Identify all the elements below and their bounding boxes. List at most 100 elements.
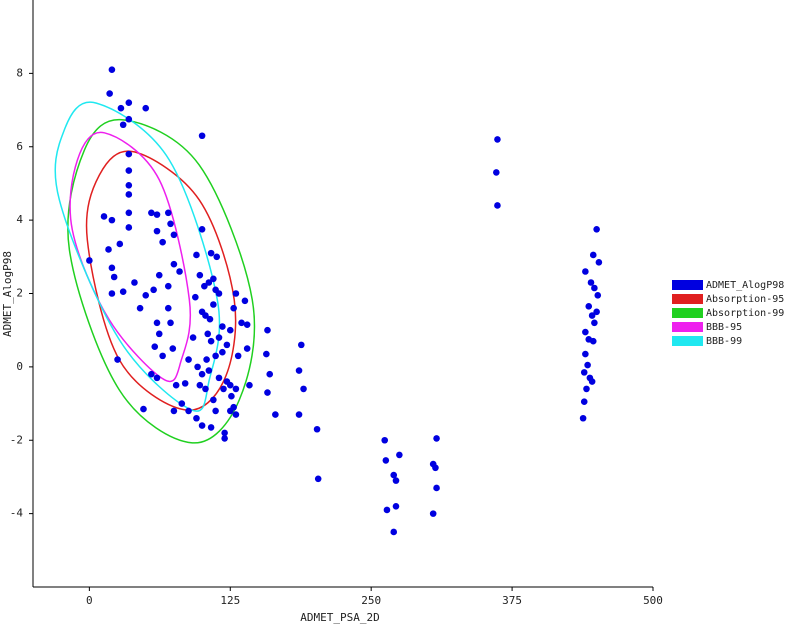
y-tick-label: -4 bbox=[10, 507, 24, 520]
data-point bbox=[584, 361, 591, 369]
data-point bbox=[207, 337, 215, 345]
data-point bbox=[219, 323, 226, 330]
data-point bbox=[136, 304, 144, 312]
data-point bbox=[198, 225, 206, 233]
data-point bbox=[228, 392, 235, 400]
x-tick-label: 125 bbox=[220, 594, 240, 607]
data-point bbox=[390, 528, 398, 536]
data-point bbox=[142, 104, 150, 112]
data-point bbox=[172, 381, 180, 389]
x-tick-label: 500 bbox=[643, 594, 663, 607]
data-point bbox=[125, 150, 133, 158]
data-point bbox=[185, 356, 192, 363]
data-point bbox=[580, 398, 588, 406]
data-point bbox=[153, 319, 161, 327]
data-point bbox=[314, 475, 322, 483]
data-point bbox=[142, 292, 150, 299]
data-point bbox=[396, 451, 403, 459]
data-point bbox=[164, 282, 172, 290]
data-point bbox=[125, 115, 133, 123]
data-point bbox=[204, 330, 212, 338]
confidence-ellipse bbox=[69, 131, 191, 383]
data-point bbox=[125, 167, 133, 174]
data-point bbox=[178, 400, 186, 407]
data-point bbox=[591, 319, 598, 327]
data-point bbox=[272, 411, 279, 418]
data-point bbox=[215, 334, 223, 341]
data-point bbox=[595, 259, 603, 266]
data-point bbox=[230, 304, 237, 312]
data-point bbox=[429, 510, 437, 517]
data-point bbox=[210, 275, 217, 283]
data-point bbox=[591, 284, 598, 292]
data-point bbox=[205, 367, 213, 374]
data-point bbox=[381, 436, 389, 444]
data-point bbox=[300, 385, 307, 393]
data-point bbox=[110, 273, 118, 281]
x-tick-label: 0 bbox=[86, 594, 93, 607]
data-point bbox=[582, 268, 589, 275]
y-tick-label: 8 bbox=[16, 66, 23, 79]
legend-label: BBB-99 bbox=[706, 336, 742, 347]
data-point bbox=[198, 422, 206, 429]
y-tick-label: 4 bbox=[16, 213, 23, 226]
data-point bbox=[196, 381, 204, 389]
data-point bbox=[243, 321, 251, 328]
data-point bbox=[114, 356, 121, 363]
legend-swatch bbox=[672, 280, 703, 290]
data-point bbox=[153, 374, 161, 382]
data-point bbox=[588, 312, 596, 319]
data-point bbox=[494, 136, 501, 143]
data-point bbox=[295, 411, 303, 418]
data-point bbox=[170, 407, 178, 415]
data-point bbox=[243, 345, 251, 352]
data-point bbox=[198, 132, 206, 140]
data-point bbox=[313, 425, 321, 433]
data-point bbox=[594, 292, 602, 299]
y-axis-label: ADMET_AlogP98 bbox=[1, 251, 14, 337]
data-point bbox=[116, 240, 124, 248]
data-point bbox=[181, 380, 189, 387]
data-point bbox=[131, 279, 138, 286]
data-point bbox=[119, 121, 127, 129]
data-point bbox=[221, 435, 228, 442]
legend-label: Absorption-99 bbox=[706, 308, 784, 319]
data-point bbox=[382, 457, 390, 464]
data-point bbox=[106, 90, 113, 97]
data-point bbox=[167, 220, 174, 228]
data-point bbox=[210, 301, 217, 308]
data-point bbox=[125, 181, 133, 189]
data-point bbox=[215, 374, 223, 382]
data-point bbox=[148, 209, 155, 217]
data-point bbox=[585, 303, 593, 310]
data-point bbox=[108, 216, 116, 224]
data-point bbox=[593, 225, 600, 233]
data-point bbox=[221, 429, 228, 437]
data-point bbox=[170, 260, 178, 268]
data-point bbox=[194, 363, 201, 371]
data-point bbox=[207, 424, 215, 431]
data-point bbox=[203, 356, 210, 363]
data-point bbox=[196, 271, 204, 279]
data-point bbox=[108, 264, 116, 272]
data-point bbox=[297, 341, 305, 349]
data-point bbox=[164, 209, 172, 217]
data-point bbox=[151, 343, 159, 350]
data-point bbox=[432, 464, 439, 472]
data-point bbox=[494, 202, 501, 209]
data-point bbox=[263, 350, 270, 358]
data-point bbox=[206, 315, 214, 323]
data-point bbox=[193, 414, 200, 422]
data-point bbox=[264, 389, 271, 396]
data-point bbox=[153, 211, 161, 218]
data-point bbox=[392, 477, 400, 484]
data-point bbox=[579, 414, 587, 422]
data-point bbox=[226, 326, 234, 334]
data-point bbox=[207, 249, 215, 257]
data-point bbox=[105, 246, 112, 253]
legend-swatch bbox=[672, 336, 703, 346]
legend-label: ADMET_AlogP98 bbox=[706, 280, 784, 291]
data-point bbox=[392, 502, 400, 510]
data-point bbox=[433, 435, 440, 442]
data-point bbox=[117, 104, 125, 112]
